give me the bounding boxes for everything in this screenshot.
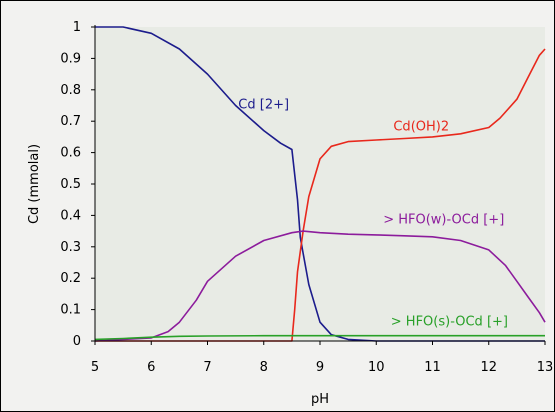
x-tick-label: 5 — [91, 360, 99, 375]
y-tick-label: 0.8 — [60, 83, 81, 98]
y-tick-label: 0.1 — [60, 303, 81, 318]
y-tick-label: 1 — [73, 20, 81, 35]
x-tick-label: 8 — [260, 360, 268, 375]
x-tick-label: 6 — [147, 360, 155, 375]
series-label-1: Cd(OH)2 — [393, 120, 449, 135]
y-tick-label: 0.4 — [60, 208, 81, 223]
series-line-2 — [94, 230, 546, 342]
y-tick-label: 0 — [73, 334, 81, 349]
series-label-3: > HFO(s)-OCd [+] — [391, 314, 508, 329]
x-axis-title: pH — [311, 392, 329, 407]
x-tick-label: 10 — [368, 360, 385, 375]
series-labels: Cd [2+] Cd(OH)2 > HFO(w)-OCd [+] > HFO(s)-O… — [238, 98, 508, 330]
series-label-0: Cd [2+] — [238, 98, 289, 113]
y-tick-label: 0.7 — [60, 114, 81, 129]
x-tick-label: 11 — [424, 360, 441, 375]
x-tick-label: 13 — [537, 360, 554, 375]
y-tick-label: 0.9 — [60, 51, 81, 66]
series-label-2: > HFO(w)-OCd [+] — [383, 212, 504, 227]
x-tick-label: 9 — [316, 360, 324, 375]
x-tick-label: 12 — [480, 360, 497, 375]
y-axis-title: Cd (mmolal) — [27, 144, 42, 224]
y-tick-label: 0.2 — [60, 271, 81, 286]
y-tick-label: 0.3 — [60, 240, 81, 255]
series-line-3 — [94, 334, 545, 341]
y-tick-label: 0.5 — [60, 177, 81, 192]
x-tick-label: 7 — [203, 360, 211, 375]
y-tick-label: 0.6 — [60, 146, 81, 161]
plot-area — [95, 27, 545, 341]
ticks-layer: 0 0.1 0.2 0.3 0.4 0.5 0.6 0.7 0.8 0.9 1 5 6 7 8 9 10 11 12… — [60, 20, 553, 375]
series-line-1 — [95, 48, 546, 342]
